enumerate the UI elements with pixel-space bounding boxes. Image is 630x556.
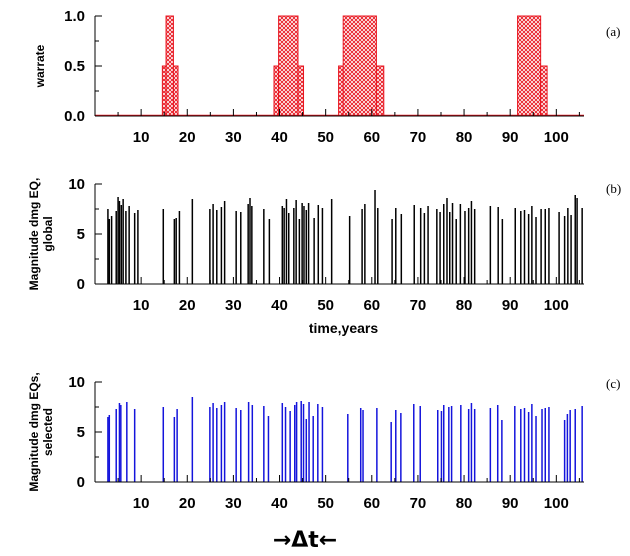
x-tick-label: 80 (456, 495, 473, 512)
x-tick-label: 30 (225, 129, 242, 146)
war-block (342, 15, 377, 117)
x-tick-label: 40 (271, 297, 288, 314)
y-tick-label: 0 (77, 276, 85, 293)
x-tick-label: 30 (225, 297, 242, 314)
x-tick-label: 80 (456, 129, 473, 146)
panel-b: 0 5 10 10 20 30 40 50 60 70 80 90 100 Magnitude dmg E… (27, 176, 621, 336)
x-axis-title: time,years (309, 320, 378, 336)
y-axis-title: Magnitude dmg EQs,selected (27, 372, 55, 491)
x-tick-label: 70 (410, 495, 427, 512)
x-tick-label: 40 (271, 495, 288, 512)
panel-tag-a: (a) (606, 24, 620, 39)
x-tick-label: 10 (133, 297, 150, 314)
x-tick-label: 100 (544, 297, 569, 314)
war-block (165, 15, 174, 117)
war-block (278, 15, 299, 117)
x-tick-label: 90 (502, 297, 519, 314)
x-tick-label: 60 (363, 297, 380, 314)
y-axis-title-line: Magnitude dmg EQ, (27, 178, 41, 291)
x-tick-label: 60 (363, 495, 380, 512)
panel-tag-b: (b) (606, 181, 621, 196)
y-tick-label: 5 (77, 226, 85, 243)
y-tick-label: 5 (77, 424, 85, 441)
x-tick-label: 20 (179, 495, 196, 512)
y-axis-title-line: Magnitude dmg EQs, (27, 372, 41, 491)
war-block (375, 65, 385, 117)
war-block (517, 15, 542, 117)
panel-c: 0 5 10 10 20 30 40 50 60 70 80 90 100 Magnitude dmg E… (27, 372, 620, 512)
x-tick-label: 70 (410, 129, 427, 146)
y-tick-label: 10 (68, 374, 85, 391)
y-axis-title-line: global (41, 216, 55, 251)
y-axis-title-line: warrate (33, 44, 47, 88)
x-tick-label: 90 (502, 495, 519, 512)
y-axis-title: Magnitude dmg EQ,global (27, 178, 55, 291)
war-block (297, 65, 305, 117)
war-block (273, 65, 280, 117)
x-tick-label: 20 (179, 129, 196, 146)
delta-t-caption: →Δt← (273, 528, 337, 553)
x-tick-label: 50 (317, 129, 334, 146)
x-tick-label: 70 (410, 297, 427, 314)
x-tick-label: 100 (544, 495, 569, 512)
war-block (338, 65, 344, 117)
y-tick-label: 0.0 (64, 108, 85, 125)
y-tick-label: 1.0 (64, 8, 85, 25)
y-tick-label: 10 (68, 176, 85, 193)
x-tick-label: 20 (179, 297, 196, 314)
war-block (172, 65, 179, 117)
panel-a: 0.0 0.5 1.0 10 20 30 40 50 60 70 80 90 100 warrate (a) (33, 8, 620, 146)
x-tick-label: 40 (271, 129, 288, 146)
war-block (540, 65, 548, 117)
y-tick-label: 0 (77, 474, 85, 491)
x-tick-label: 10 (133, 495, 150, 512)
panel-tag-c: (c) (606, 376, 620, 391)
x-tick-label: 80 (456, 297, 473, 314)
x-tick-label: 50 (317, 297, 334, 314)
war-block (161, 65, 167, 117)
x-tick-label: 30 (225, 495, 242, 512)
x-tick-label: 50 (317, 495, 334, 512)
x-tick-label: 10 (133, 129, 150, 146)
x-tick-label: 60 (363, 129, 380, 146)
x-tick-label: 90 (502, 129, 519, 146)
x-tick-label: 100 (544, 129, 569, 146)
y-axis-title-line: selected (41, 408, 55, 456)
y-tick-label: 0.5 (64, 58, 85, 75)
y-axis-title: warrate (33, 44, 47, 88)
